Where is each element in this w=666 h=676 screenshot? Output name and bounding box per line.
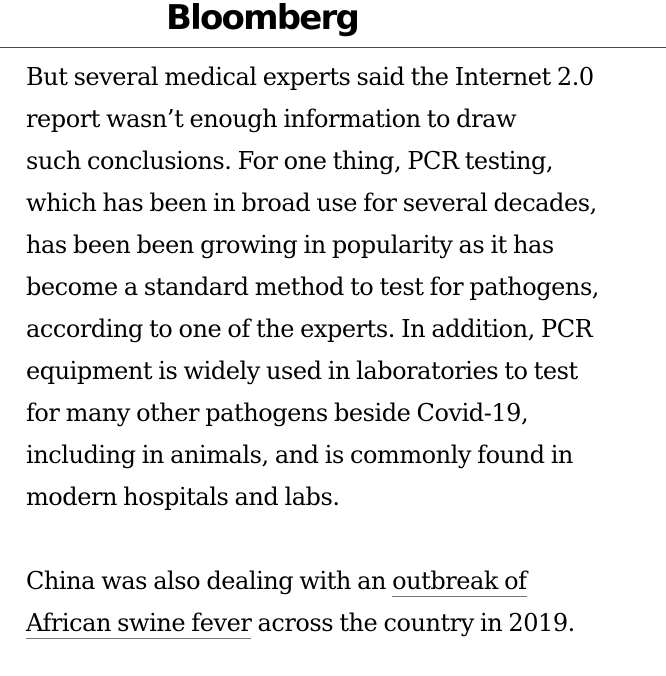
- paragraph-line: has been been growing in popularity as i…: [26, 231, 554, 259]
- masthead: Bloomberg: [0, 0, 666, 48]
- paragraph-line: including in animals, and is commonly fo…: [26, 441, 573, 469]
- bloomberg-logo[interactable]: Bloomberg: [166, 0, 360, 38]
- article-body: But several medical experts said the Int…: [26, 56, 632, 644]
- paragraph-line: But several medical experts said the Int…: [26, 63, 594, 91]
- paragraph-line: equipment is widely used in laboratories…: [26, 357, 578, 385]
- paragraph-line: become a standard method to test for pat…: [26, 273, 599, 301]
- paragraph-line: for many other pathogens beside Covid-19…: [26, 399, 529, 427]
- article-paragraph-1: But several medical experts said the Int…: [26, 56, 632, 518]
- paragraph-text-before-link: China was also dealing with an: [26, 567, 393, 595]
- paragraph-text-after-link: across the country in 2019.: [251, 609, 576, 637]
- article-paragraph-2: China was also dealing with an outbreak …: [26, 560, 632, 644]
- paragraph-line: such conclusions. For one thing, PCR tes…: [26, 147, 554, 175]
- paragraph-line: which has been in broad use for several …: [26, 189, 597, 217]
- paragraph-line: according to one of the experts. In addi…: [26, 315, 593, 343]
- paragraph-line: modern hospitals and labs.: [26, 483, 340, 511]
- swine-fever-link-part-1[interactable]: outbreak of: [392, 567, 527, 597]
- paragraph-line: report wasn’t enough information to draw: [26, 105, 517, 133]
- swine-fever-link-part-2[interactable]: African swine fever: [26, 609, 252, 639]
